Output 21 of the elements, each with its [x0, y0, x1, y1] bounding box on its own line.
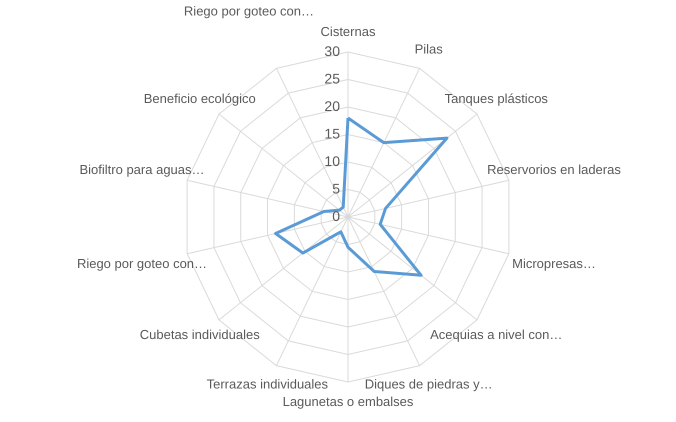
y-tick-label: 15 — [324, 126, 340, 142]
y-tick-label: 0 — [332, 208, 340, 224]
y-tick-label: 5 — [332, 180, 340, 196]
spoke-label: Cisternas — [320, 24, 376, 39]
spoke-label: Terrazas individuales — [206, 376, 329, 392]
y-tick-label: 10 — [324, 153, 340, 169]
y-tick-label: 20 — [324, 98, 340, 114]
spoke-label: Reservorios en laderas — [487, 162, 622, 177]
spoke-label: Biofiltro para aguas… — [79, 162, 204, 177]
y-tick-label: 30 — [324, 43, 340, 59]
spoke-label: Tanques plásticos — [444, 90, 548, 106]
spoke-label: Micropresas… — [512, 256, 596, 272]
spoke-label: Diques de piedras y… — [364, 376, 493, 392]
spoke-label: Acequias a nivel con… — [430, 327, 562, 342]
spoke-label: Pilas — [414, 41, 444, 56]
spoke-label: Cubetas individuales — [140, 327, 260, 342]
y-tick-label: 25 — [324, 70, 340, 86]
spoke-label: Riego por goteo con… — [76, 256, 208, 272]
spoke-label: Beneficio ecológico — [144, 90, 256, 106]
spoke-label: Lagunetas o embalses — [282, 394, 414, 410]
spoke-label: Riego por goteo con… — [184, 3, 314, 18]
